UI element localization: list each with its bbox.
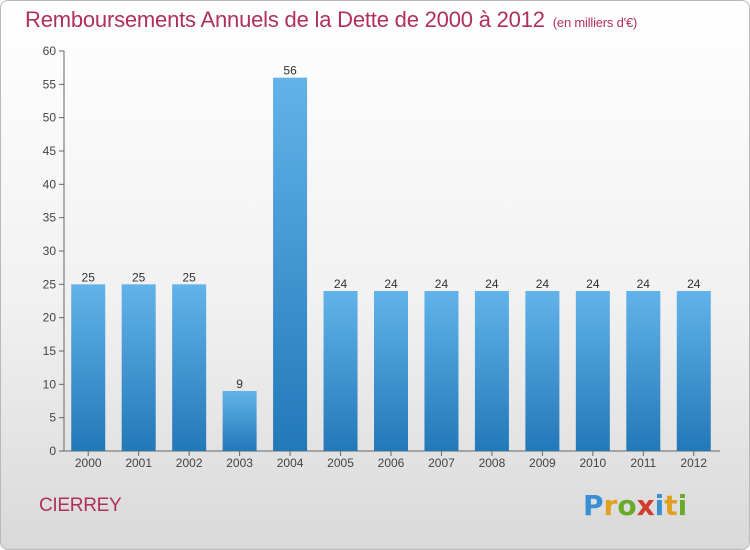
bar <box>525 291 560 451</box>
y-tick-label: 15 <box>43 344 57 358</box>
x-tick-label: 2004 <box>277 456 304 470</box>
y-tick-label: 55 <box>43 77 57 91</box>
y-tick-label: 10 <box>43 377 57 391</box>
data-label: 24 <box>485 277 499 291</box>
bar <box>474 291 509 451</box>
y-tick-label: 45 <box>43 144 57 158</box>
brand-letter: x <box>636 489 655 522</box>
x-tick-label: 2007 <box>428 456 455 470</box>
brand-letter: P <box>583 489 604 522</box>
data-label: 24 <box>586 277 600 291</box>
data-label: 24 <box>334 277 348 291</box>
x-tick-label: 2002 <box>176 456 203 470</box>
brand-letter: r <box>603 489 618 522</box>
x-tick-label: 2001 <box>125 456 152 470</box>
data-label: 56 <box>283 64 297 78</box>
y-tick-label: 60 <box>43 44 57 58</box>
bar <box>121 284 156 451</box>
data-label: 24 <box>637 277 651 291</box>
x-tick-label: 2010 <box>579 456 606 470</box>
data-label: 25 <box>82 270 96 284</box>
x-tick-label: 2005 <box>327 456 354 470</box>
bar <box>222 391 257 451</box>
bar <box>323 291 358 451</box>
bar <box>273 77 308 452</box>
bar <box>626 291 661 451</box>
x-tick-label: 2003 <box>226 456 253 470</box>
y-tick-label: 30 <box>43 244 57 258</box>
bar <box>172 284 207 451</box>
brand-letter: t <box>664 489 678 522</box>
x-tick-label: 2008 <box>479 456 506 470</box>
y-tick-label: 5 <box>49 411 56 425</box>
y-tick-label: 50 <box>43 111 57 125</box>
data-label: 24 <box>384 277 398 291</box>
y-tick-label: 0 <box>49 444 56 458</box>
data-label: 25 <box>132 270 146 284</box>
data-label: 25 <box>182 270 196 284</box>
data-label: 24 <box>536 277 550 291</box>
x-tick-label: 2009 <box>529 456 556 470</box>
bar <box>575 291 610 451</box>
bar <box>424 291 459 451</box>
chart-title-text: Remboursements Annuels de la Dette de 20… <box>25 7 545 32</box>
x-tick-label: 2000 <box>75 456 102 470</box>
data-label: 24 <box>687 277 701 291</box>
chart-title: Remboursements Annuels de la Dette de 20… <box>25 7 637 33</box>
y-tick-label: 25 <box>43 277 57 291</box>
x-tick-label: 2006 <box>378 456 405 470</box>
y-tick-label: 35 <box>43 211 57 225</box>
bar <box>676 291 711 451</box>
y-tick-label: 40 <box>43 177 57 191</box>
x-tick-label: 2012 <box>680 456 707 470</box>
proxiti-logo: Proxiti <box>583 489 687 522</box>
data-label: 24 <box>435 277 449 291</box>
chart-unit: (en milliers d'€) <box>552 15 638 30</box>
brand-letter: i <box>677 489 688 522</box>
data-label: 9 <box>236 377 243 391</box>
bar <box>374 291 408 451</box>
brand-letter: i <box>654 489 665 522</box>
x-tick-label: 2011 <box>630 456 656 470</box>
brand-letter: o <box>617 489 637 522</box>
commune-name: CIERREY <box>39 495 122 516</box>
bar <box>71 284 106 451</box>
y-tick-label: 20 <box>43 311 57 325</box>
